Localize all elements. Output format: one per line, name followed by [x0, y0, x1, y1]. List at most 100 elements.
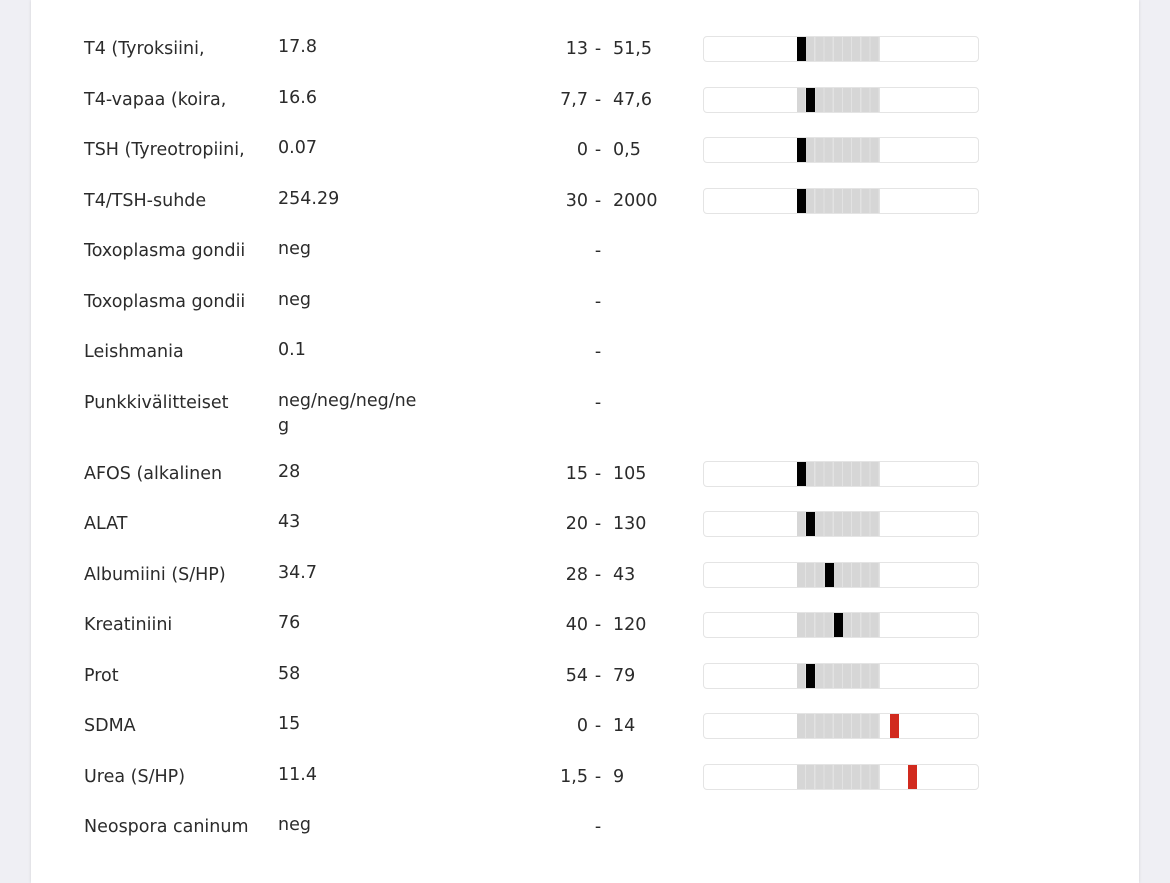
reference-low: 20 — [565, 514, 588, 534]
result-row: Urea (S/HP) 11.4 1,5 - 9 — [84, 753, 1084, 804]
results-card: T4 (Tyroksiini, 17.8 13 - 51,5 T4-vapaa (… — [31, 0, 1139, 883]
reference-high: 130 — [613, 514, 647, 534]
reference-low: 30 — [565, 190, 588, 211]
range-separator: - — [594, 241, 602, 261]
reference-range-bar — [703, 187, 979, 214]
value-marker — [806, 663, 816, 688]
range-separator: - — [594, 463, 602, 484]
reference-low: 0 — [576, 140, 588, 160]
test-name: Toxoplasma gondii — [84, 291, 246, 312]
test-name: Leishmania — [84, 342, 184, 362]
range-separator: - — [594, 392, 602, 413]
reference-range-bar — [703, 662, 979, 689]
test-value: 254.29 — [278, 188, 340, 209]
range-separator: - — [594, 665, 602, 686]
result-row: AFOS (alkalinen 28 15 - 105 — [84, 450, 1084, 501]
range-separator: - — [594, 89, 602, 110]
result-row: Toxoplasma gondii neg - — [84, 227, 1084, 278]
reference-range-bar — [703, 763, 979, 790]
result-row: Prot 58 54 - 79 — [84, 652, 1084, 703]
range-separator: - — [594, 817, 602, 837]
result-row: Neospora caninum neg - — [84, 803, 1084, 854]
test-name: T4/TSH-suhde — [84, 190, 207, 211]
reference-range-bar — [703, 713, 979, 739]
range-separator: - — [594, 39, 602, 59]
reference-range-fill — [797, 714, 880, 738]
test-name: T4 (Tyroksiini, — [84, 39, 205, 59]
reference-low: 1,5 — [560, 766, 588, 787]
reference-range-fill — [797, 188, 880, 213]
value-marker — [797, 188, 806, 213]
reference-range-bar — [703, 460, 979, 487]
range-separator: - — [594, 140, 602, 160]
reference-range-bar — [703, 511, 979, 537]
range-separator: - — [594, 190, 602, 211]
result-row: T4-vapaa (koira, 16.6 7,7 - 47,6 — [84, 76, 1084, 127]
result-row: SDMA 15 0 - 14 — [84, 702, 1084, 753]
test-value: 58 — [278, 663, 301, 684]
reference-low: 0 — [576, 716, 588, 736]
test-name: AFOS (alkalinen — [84, 463, 223, 484]
reference-high: 120 — [613, 615, 647, 635]
abnormal-value-marker — [908, 764, 918, 789]
reference-high: 105 — [613, 463, 647, 484]
test-value: 17.8 — [278, 37, 317, 57]
test-name: Punkkivälitteiset — [84, 392, 229, 413]
test-name: T4-vapaa (koira, — [84, 89, 227, 110]
reference-low: 15 — [565, 463, 588, 484]
reference-high: 43 — [613, 564, 636, 585]
test-name: Urea (S/HP) — [84, 766, 186, 787]
test-value: 0.1 — [278, 340, 306, 360]
reference-high: 0,5 — [613, 140, 641, 160]
test-name: SDMA — [84, 716, 136, 736]
test-value: 11.4 — [278, 764, 317, 785]
reference-range-fill — [797, 461, 880, 486]
value-marker — [797, 37, 806, 61]
reference-range-bar — [703, 86, 979, 113]
test-value: 76 — [278, 613, 301, 633]
test-name: Neospora caninum — [84, 817, 249, 837]
value-marker — [806, 512, 816, 536]
test-name: TSH (Tyreotropiini, — [84, 140, 245, 160]
abnormal-value-marker — [889, 714, 899, 738]
reference-range-fill — [797, 37, 880, 61]
reference-low: 28 — [565, 564, 588, 585]
reference-high: 47,6 — [613, 89, 652, 110]
test-value: 43 — [278, 512, 301, 532]
test-name: Toxoplasma gondii — [84, 241, 246, 261]
test-name: Albumiini (S/HP) — [84, 564, 226, 585]
result-row: TSH (Tyreotropiini, 0.07 0 - 0,5 — [84, 126, 1084, 177]
result-row: T4 (Tyroksiini, 17.8 13 - 51,5 — [84, 25, 1084, 76]
reference-low: 7,7 — [560, 89, 588, 110]
result-row: Punkkivälitteiset neg/neg/neg/neg - — [84, 379, 1084, 450]
reference-high: 9 — [613, 766, 625, 787]
range-separator: - — [594, 514, 602, 534]
test-value: 34.7 — [278, 562, 317, 583]
reference-range-fill — [797, 764, 880, 789]
reference-range-bar — [703, 612, 979, 638]
test-value: neg — [278, 239, 311, 259]
reference-range-bar — [703, 36, 979, 62]
test-value: neg/neg/neg/neg — [278, 390, 417, 436]
reference-low: 54 — [565, 665, 588, 686]
value-marker — [833, 613, 843, 637]
reference-high: 51,5 — [613, 39, 652, 59]
range-separator: - — [594, 615, 602, 635]
range-separator: - — [594, 342, 602, 362]
test-name: ALAT — [84, 514, 128, 534]
reference-low: 13 — [565, 39, 588, 59]
result-row: Kreatiniini 76 40 - 120 — [84, 601, 1084, 652]
result-row: Toxoplasma gondii neg - — [84, 278, 1084, 329]
reference-high: 2000 — [613, 190, 658, 211]
result-row: ALAT 43 20 - 130 — [84, 500, 1084, 551]
value-marker — [824, 562, 834, 587]
value-marker — [797, 461, 806, 486]
reference-high: 79 — [613, 665, 636, 686]
reference-range-bar — [703, 561, 979, 588]
test-value: 28 — [278, 461, 301, 482]
test-value: neg — [278, 815, 311, 835]
reference-range-fill — [797, 562, 880, 587]
reference-high: 14 — [613, 716, 636, 736]
reference-range-bar — [703, 137, 979, 163]
test-value: neg — [278, 289, 311, 310]
